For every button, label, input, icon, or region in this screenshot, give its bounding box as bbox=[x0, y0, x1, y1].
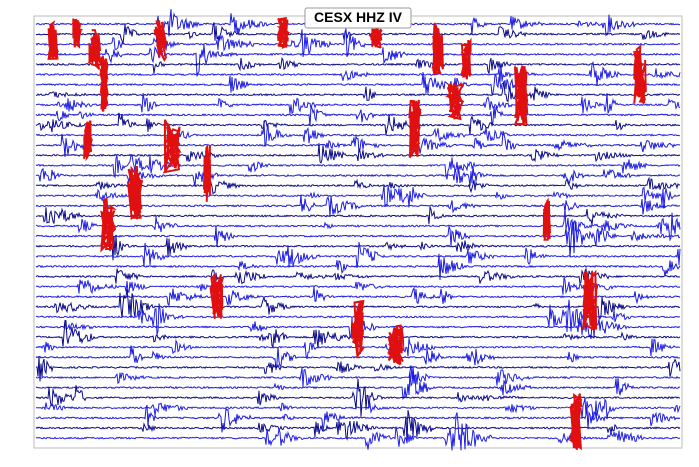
trace bbox=[35, 184, 681, 209]
strong-event bbox=[460, 37, 472, 80]
strong-event bbox=[153, 20, 168, 62]
strong-event bbox=[386, 324, 405, 366]
trace bbox=[35, 143, 681, 164]
strong-event bbox=[350, 299, 365, 359]
strong-event bbox=[513, 65, 529, 126]
trace bbox=[35, 72, 681, 96]
trace bbox=[35, 194, 681, 217]
strong-event bbox=[99, 55, 109, 112]
trace bbox=[35, 253, 681, 281]
strong-event bbox=[100, 197, 117, 253]
strong-event bbox=[582, 269, 598, 332]
trace bbox=[35, 242, 681, 268]
trace bbox=[35, 92, 681, 115]
title-box bbox=[304, 7, 412, 29]
trace bbox=[35, 378, 681, 417]
strong-event bbox=[209, 272, 225, 320]
strong-event bbox=[47, 20, 59, 61]
strong-event bbox=[632, 44, 647, 105]
strong-event bbox=[126, 165, 144, 221]
strong-event bbox=[368, 27, 383, 49]
trace bbox=[36, 286, 681, 307]
trace bbox=[35, 130, 681, 157]
title: CESX HHZ IV bbox=[314, 9, 403, 25]
trace bbox=[35, 22, 681, 45]
strong-event bbox=[444, 81, 465, 121]
trace bbox=[35, 277, 681, 297]
strong-event bbox=[569, 393, 583, 451]
trace bbox=[36, 56, 681, 76]
trace bbox=[35, 209, 681, 242]
trace bbox=[35, 371, 681, 401]
trace bbox=[35, 365, 681, 388]
strong-event bbox=[542, 197, 552, 241]
trace bbox=[35, 154, 681, 180]
strong-event bbox=[83, 120, 93, 162]
trace bbox=[35, 356, 681, 382]
trace bbox=[35, 176, 681, 195]
strong-event bbox=[203, 143, 211, 202]
trace bbox=[35, 28, 681, 58]
trace bbox=[35, 234, 681, 261]
trace bbox=[35, 120, 681, 147]
trace bbox=[35, 206, 681, 225]
trace bbox=[35, 112, 681, 136]
strong-event bbox=[162, 119, 182, 174]
strong-event bbox=[87, 29, 103, 70]
strong-event bbox=[431, 22, 444, 76]
trace bbox=[35, 105, 681, 127]
events bbox=[47, 16, 647, 451]
strong-event bbox=[72, 18, 84, 49]
strong-event bbox=[408, 99, 422, 159]
trace bbox=[35, 267, 680, 285]
strong-event bbox=[276, 16, 291, 49]
trace bbox=[35, 60, 681, 87]
trace bbox=[35, 165, 681, 187]
trace bbox=[35, 44, 681, 77]
trace bbox=[35, 221, 681, 258]
